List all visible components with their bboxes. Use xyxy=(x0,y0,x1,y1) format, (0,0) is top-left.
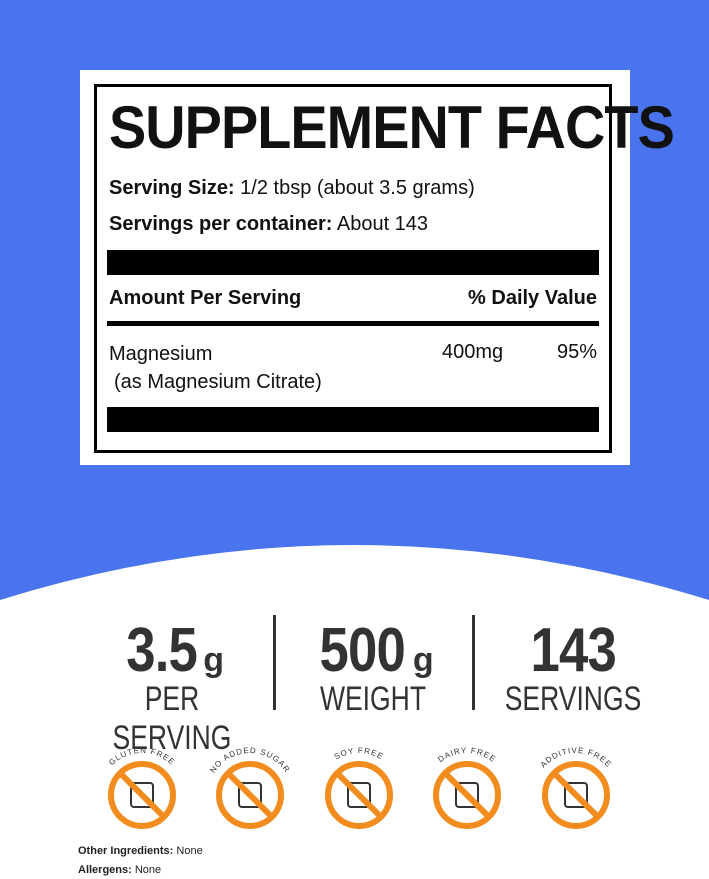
divider xyxy=(273,615,276,710)
stat-unit: g xyxy=(203,641,224,679)
servings-label: Servings per container: xyxy=(109,213,333,235)
badge-slash xyxy=(334,770,384,820)
badge-slash xyxy=(442,770,492,820)
badge-slash xyxy=(225,770,275,820)
stat-value-line: 143 xyxy=(473,615,673,686)
nutrient-note: (as Magnesium Citrate) xyxy=(114,371,322,393)
badge-slash xyxy=(117,770,167,820)
stat: 500 g WEIGHT xyxy=(273,615,473,719)
dv-header: % Daily Value xyxy=(468,287,597,309)
badge-ring xyxy=(216,761,284,829)
stat-value: 3.5 xyxy=(126,616,198,685)
serving-size-value: 1/2 tbsp (about 3.5 grams) xyxy=(240,177,475,199)
facts-title: SUPPLEMENT FACTS xyxy=(109,94,675,161)
badge-ring xyxy=(325,761,393,829)
thick-bar xyxy=(107,250,599,275)
stat-unit: g xyxy=(412,641,434,679)
badge-icon xyxy=(455,782,479,808)
stat-label: WEIGHT xyxy=(319,680,427,718)
badge-slash xyxy=(551,770,601,820)
stat: 143 SERVINGS xyxy=(473,615,673,719)
divider xyxy=(472,615,475,710)
nutrient-amount: 400mg xyxy=(442,341,504,363)
serving-size: Serving Size: 1/2 tbsp (about 3.5 grams) xyxy=(109,177,475,200)
thick-bar xyxy=(107,407,599,432)
servings-per-container: Servings per container: About 143 xyxy=(109,213,428,236)
servings-value: About 143 xyxy=(336,213,429,235)
footer-value: None xyxy=(134,864,162,876)
other-ingredients: Other Ingredients: None xyxy=(78,845,203,857)
footer-label: Allergens: xyxy=(78,864,132,876)
stat: 3.5 g PER SERVING xyxy=(72,615,272,758)
footer-value: None xyxy=(176,845,203,857)
stat-value: 143 xyxy=(530,616,616,685)
footer-label: Other Ingredients: xyxy=(78,845,174,857)
stat-label: SERVINGS xyxy=(504,680,642,718)
serving-size-label: Serving Size: xyxy=(109,177,235,199)
thin-bar xyxy=(107,321,599,326)
nutrient-dv: 95% xyxy=(556,341,597,363)
facts-label: SUPPLEMENT FACTS Serving Size: 1/2 tbsp … xyxy=(80,70,675,465)
stat-value-line: 500 g xyxy=(273,615,473,686)
facts-border: SUPPLEMENT FACTS Serving Size: 1/2 tbsp … xyxy=(94,84,675,453)
nutrient-name: Magnesium xyxy=(109,343,213,365)
allergens: Allergens: None xyxy=(78,864,161,876)
badge-icon xyxy=(564,782,588,808)
badge-ring xyxy=(108,761,176,829)
badge-ring xyxy=(542,761,610,829)
stat-label: PER SERVING xyxy=(112,680,232,757)
white-curve xyxy=(0,545,709,879)
stat-value: 500 xyxy=(319,616,406,685)
badge-icon xyxy=(130,782,154,808)
stat-value-line: 3.5 g xyxy=(72,615,272,686)
badge-icon xyxy=(238,782,262,808)
badge-icon xyxy=(347,782,371,808)
badge-ring xyxy=(433,761,501,829)
amount-header: Amount Per Serving xyxy=(109,287,302,309)
